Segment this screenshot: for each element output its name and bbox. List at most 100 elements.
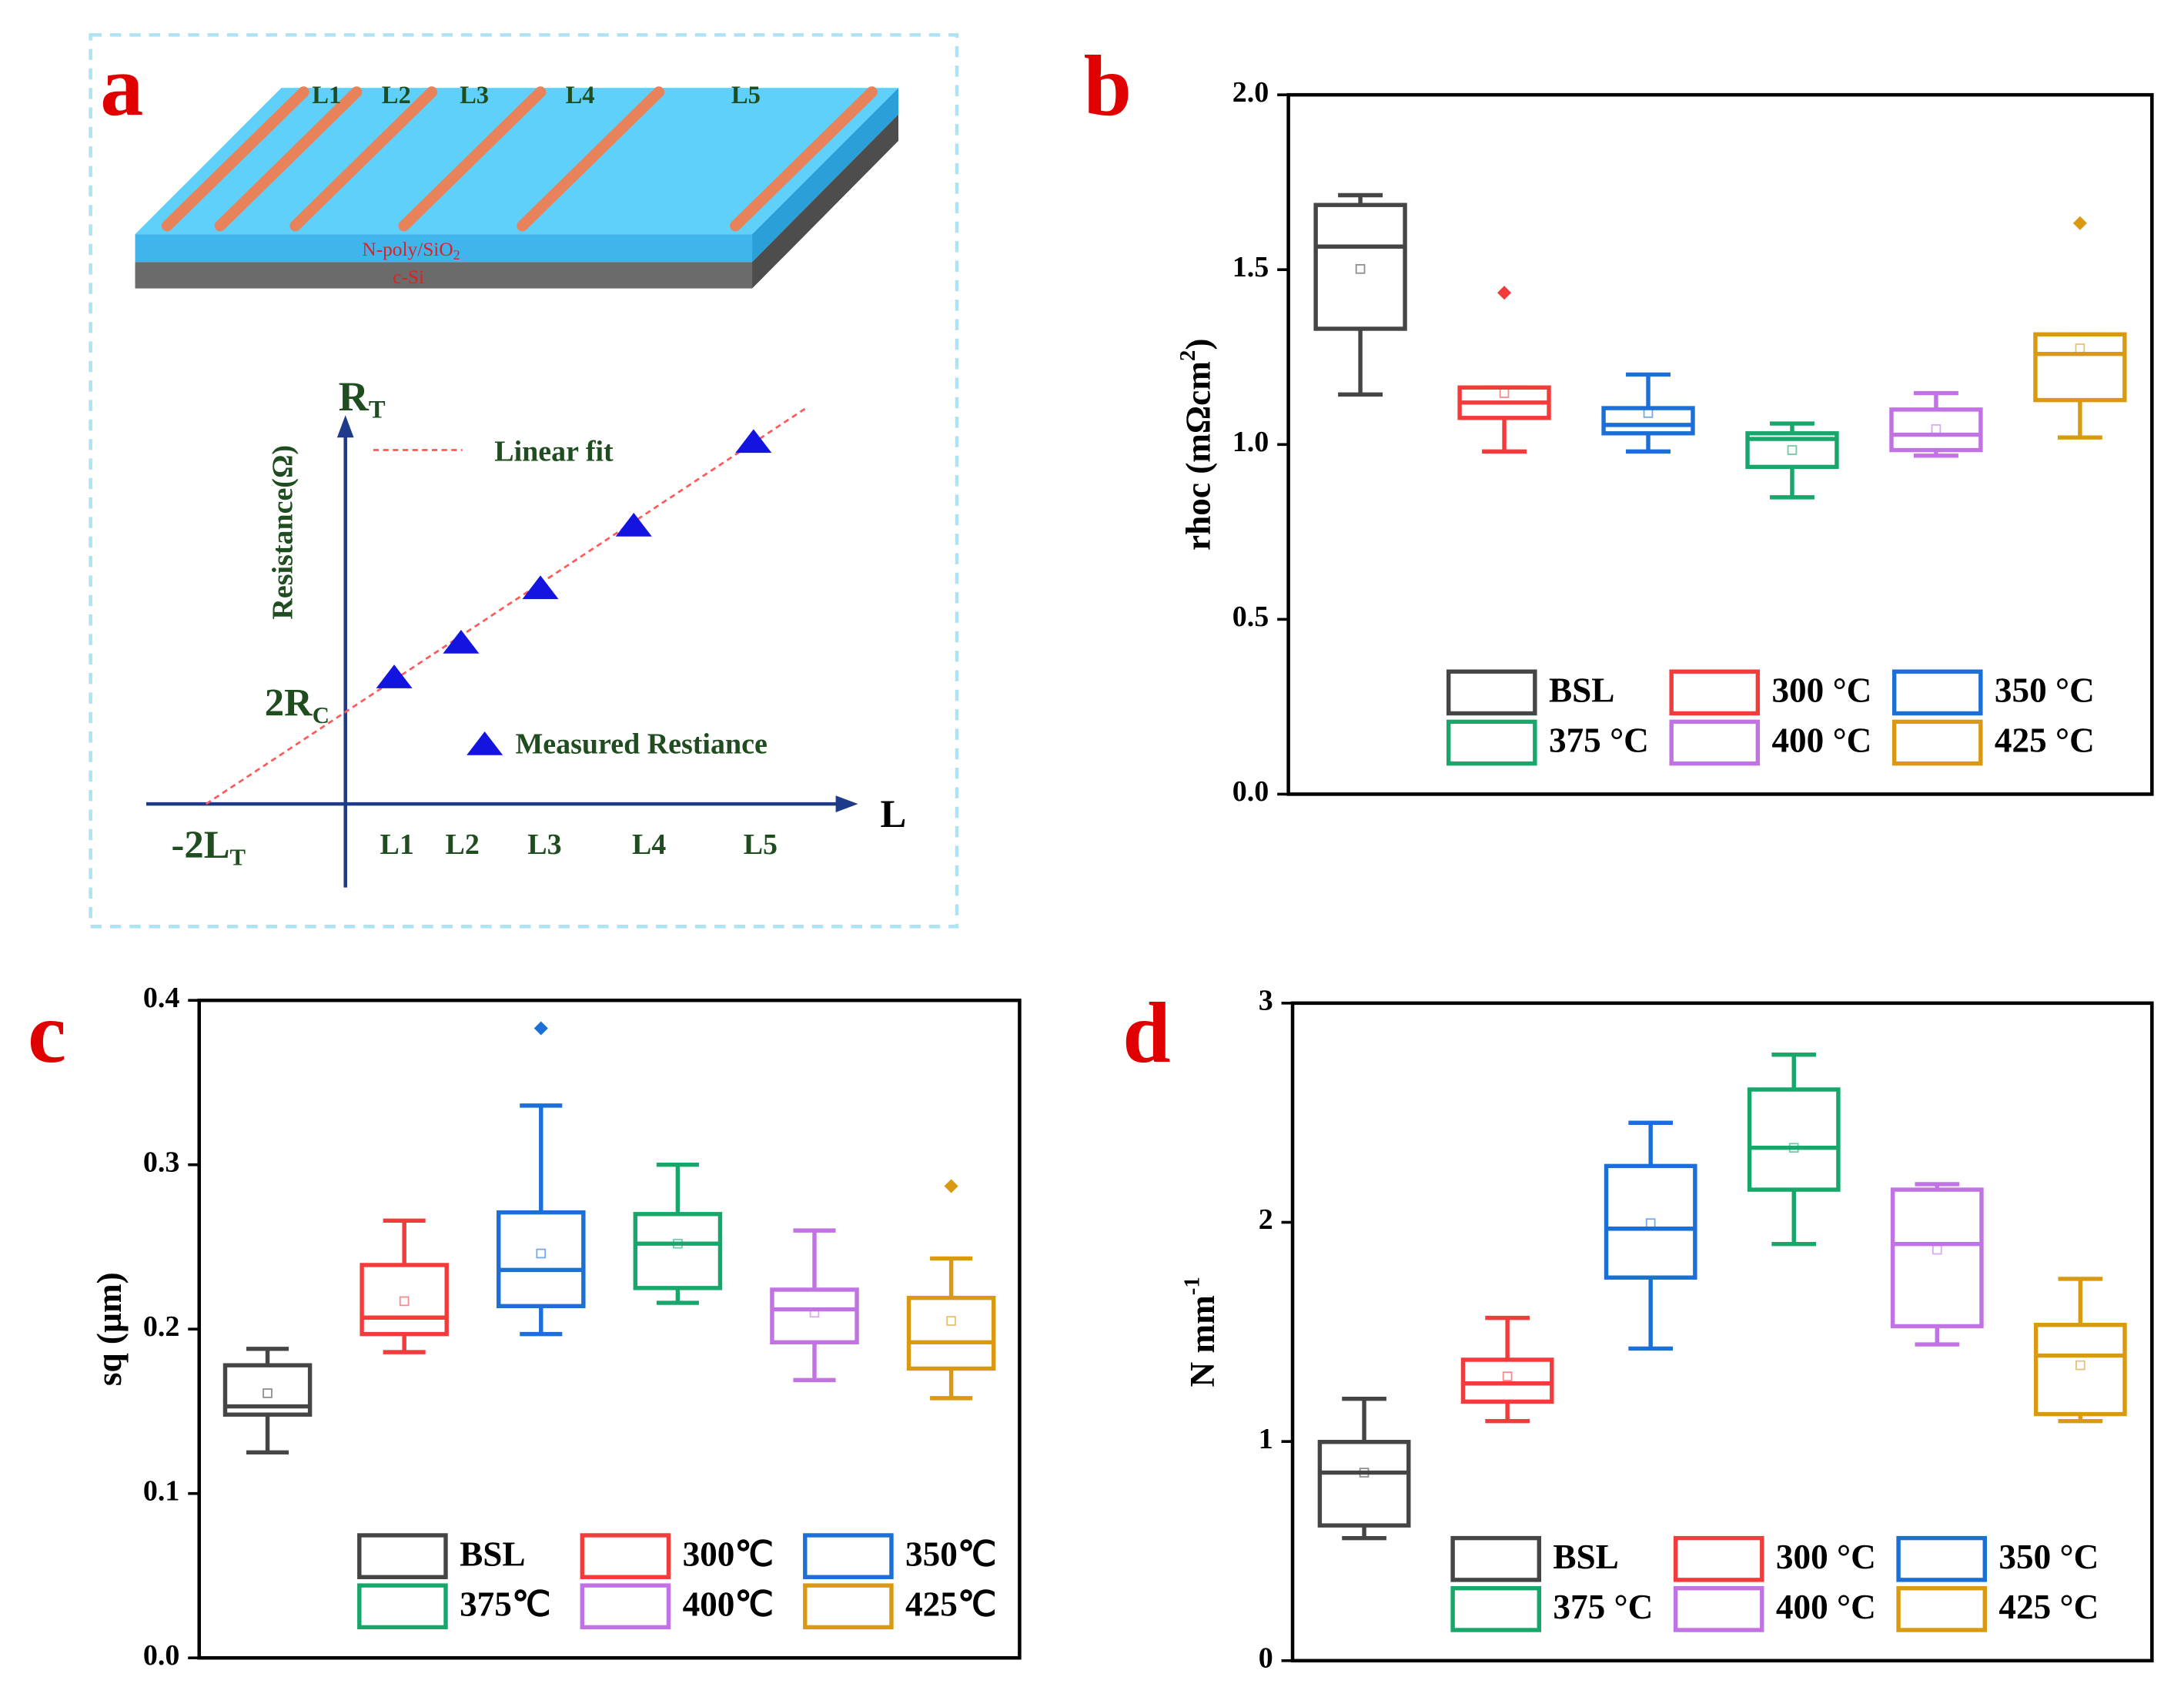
legend-label: 300 °C xyxy=(1771,671,1871,710)
intercept-label: 2RC xyxy=(265,681,329,728)
marker xyxy=(443,629,480,654)
x-labels: L1 L2 L3 L4 L5 xyxy=(380,828,778,861)
y-axis-label: rhoc (mΩcm2) xyxy=(1176,339,1218,551)
mean xyxy=(2075,343,2085,353)
mean xyxy=(1359,1468,1370,1478)
box-group xyxy=(1890,1182,1984,1347)
legend-swatch xyxy=(357,1583,448,1630)
box xyxy=(1460,1357,1554,1404)
mean xyxy=(1502,1371,1513,1381)
text: -2L xyxy=(172,823,230,866)
legend-label: 400℃ xyxy=(683,1585,774,1623)
legend-label: 425 °C xyxy=(1995,721,2095,760)
mean xyxy=(1645,1218,1656,1228)
y-tick-label: 1 xyxy=(1259,1423,1273,1455)
legend-label: 425 °C xyxy=(1998,1588,2099,1626)
legend-label: 350 °C xyxy=(1998,1538,2099,1576)
y-axis-label: sq (µm) xyxy=(90,1272,129,1386)
box xyxy=(2033,332,2127,403)
legend-marker xyxy=(467,731,503,755)
outlier xyxy=(1497,286,1512,300)
y-axis-label-sup: 2 xyxy=(1176,350,1200,361)
stripe-label: L3 xyxy=(460,82,489,109)
box-group xyxy=(1457,286,1551,454)
legend-label: BSL xyxy=(1549,671,1614,710)
y-tick-label: 0.1 xyxy=(143,1474,179,1507)
legend-label: 375℃ xyxy=(460,1585,551,1623)
legend-swatch xyxy=(580,1533,671,1579)
mean xyxy=(1931,1244,1942,1255)
y-tick-label: 1.5 xyxy=(1232,251,1269,283)
y-tick-label: 2 xyxy=(1259,1203,1273,1236)
legend-label: 300 °C xyxy=(1776,1538,1876,1576)
legend-swatch xyxy=(1673,1535,1764,1582)
legend-swatch xyxy=(580,1583,671,1630)
box xyxy=(633,1212,723,1290)
x-label: L3 xyxy=(527,828,561,861)
mean xyxy=(1787,445,1798,455)
stripe xyxy=(161,86,309,232)
marker xyxy=(735,429,772,454)
stripe-labels: L1 L2 L3 L4 L5 xyxy=(312,82,761,109)
mean xyxy=(1788,1143,1799,1153)
box xyxy=(1313,203,1407,331)
plot-frame xyxy=(197,998,1022,1660)
y-axis-label: N mm-1 xyxy=(1179,1277,1222,1387)
y-tick-label: 0.3 xyxy=(143,1146,179,1178)
y-tick-label: 3 xyxy=(1259,985,1273,1017)
legend-swatch xyxy=(1896,1535,1987,1582)
stripes xyxy=(161,86,878,232)
subscript: T xyxy=(230,845,246,871)
legend-swatch xyxy=(1891,669,1983,716)
legend-label: 350 °C xyxy=(1995,671,2095,710)
legend-label: 425℃ xyxy=(905,1585,997,1623)
stripe xyxy=(289,86,438,232)
box xyxy=(1601,406,1695,436)
box-group xyxy=(1889,390,1983,458)
y-axis-label-text: rhoc (mΩcm xyxy=(1179,361,1218,551)
legend-label: 375 °C xyxy=(1553,1588,1653,1626)
mean xyxy=(1355,263,1366,274)
legend-swatch xyxy=(1673,1586,1764,1632)
legend-label: 400 °C xyxy=(1771,721,1871,760)
stripe-label: L5 xyxy=(731,82,761,109)
legend-swatch xyxy=(803,1583,894,1630)
stripe-label: L1 xyxy=(312,82,341,109)
marker xyxy=(615,512,652,537)
layer-label: c-Si xyxy=(393,266,424,288)
panel-label: d xyxy=(1122,986,1170,1081)
box-group xyxy=(1460,1315,1554,1424)
stripe xyxy=(398,86,547,232)
box-group xyxy=(222,1347,313,1455)
plot-frame xyxy=(1290,1001,2154,1663)
y-tick-label: 0.5 xyxy=(1232,601,1269,633)
y-symbol: RT xyxy=(339,374,386,424)
legend-label: 400 °C xyxy=(1776,1588,1876,1626)
markers xyxy=(376,429,772,755)
layer-front xyxy=(135,234,753,263)
y-tick-label: 0.0 xyxy=(143,1639,179,1672)
x-label: L2 xyxy=(446,828,480,861)
mean xyxy=(263,1388,273,1398)
legend-swatch xyxy=(1891,719,1983,766)
stripe-label: L2 xyxy=(382,82,411,109)
legend-swatch xyxy=(1450,1586,1542,1632)
legend-swatch xyxy=(357,1533,448,1579)
y-axis-label-text: N mm xyxy=(1183,1295,1222,1387)
legend-swatch xyxy=(1669,669,1761,716)
legend-swatch xyxy=(1446,669,1537,716)
box-group xyxy=(1317,1396,1411,1541)
x-symbol: L xyxy=(880,792,906,835)
y-tick-label: 0.4 xyxy=(143,982,179,1014)
legend-swatch xyxy=(1669,719,1761,766)
chart: 0 1 2 3 N mm-1 BSL 300 °C 350 °C 375 °C 400 °C 425… xyxy=(1179,985,2154,1675)
box-group xyxy=(1601,372,1695,454)
box-group xyxy=(770,1228,859,1383)
layer-si xyxy=(135,262,753,289)
legend-swatch xyxy=(1896,1586,1987,1632)
y-tick-label: 2.0 xyxy=(1232,76,1269,109)
legend-label: 375 °C xyxy=(1549,721,1649,760)
text: R xyxy=(339,374,370,420)
box-group xyxy=(1313,192,1407,397)
